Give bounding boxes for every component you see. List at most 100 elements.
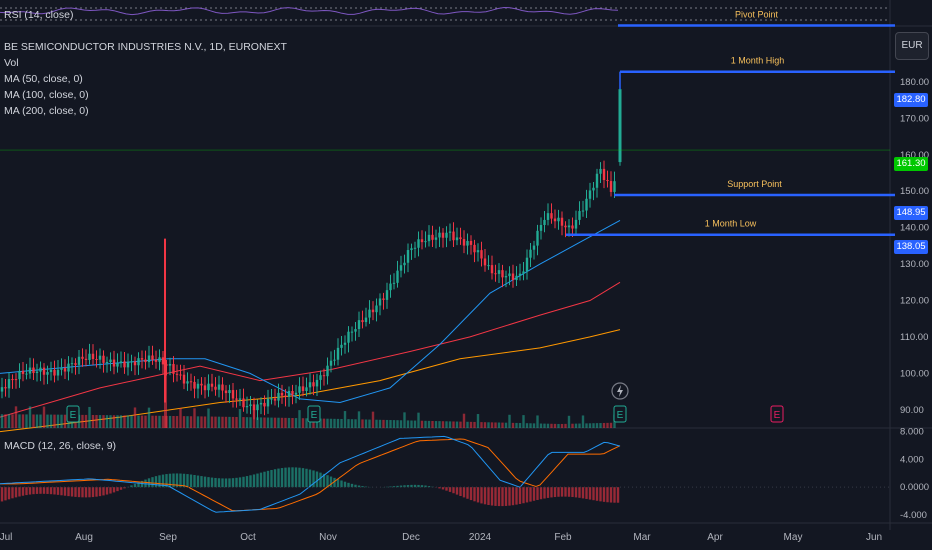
macd-histogram-bar [189,474,193,488]
candle-body [315,379,319,387]
ma200-legend[interactable]: MA (200, close, 0) [4,105,89,117]
price-tick-label: 110.00 [900,332,928,343]
candle-body [182,374,186,384]
volume-bar [200,416,203,428]
volume-bar [602,422,606,428]
volume-bar [256,417,259,428]
ma50-legend[interactable]: MA (50, close, 0) [4,73,83,85]
candle-body [609,181,613,192]
price-tick-label: 170.00 [900,113,929,124]
volume-bar [550,423,553,428]
macd-histogram-bar [42,487,46,494]
candle-body [14,379,18,381]
candle-body [273,398,277,401]
candle-body [119,361,123,364]
candle-body [578,211,581,220]
macd-histogram-bar [578,487,581,498]
volume-bar [382,419,385,428]
volume-bar [487,422,490,428]
macd-histogram-bar [60,487,63,496]
macd-tick-label: 4.000 [900,454,924,465]
macd-histogram-bar [98,487,102,497]
candle-body [438,232,441,238]
macd-legend[interactable]: MACD (12, 26, close, 9) [4,440,117,452]
candle-body [112,359,116,367]
ma100-line [0,281,621,418]
volume-bar [105,415,109,428]
rsi-legend[interactable]: RSI (14, close) [4,9,74,21]
macd-tick-label: 0.0000 [900,482,929,493]
volume-bar [553,423,557,428]
earnings-marker[interactable]: E [307,405,321,423]
macd-histogram-bar [312,470,315,488]
volume-bar [361,419,364,428]
candle-body [581,210,585,212]
candle-body [56,369,60,376]
macd-histogram-bar [137,482,140,488]
volume-bar [557,423,560,428]
candle-body [319,375,322,380]
volume-bar [459,421,462,428]
vol-legend[interactable]: Vol [4,57,19,69]
volume-bar [273,417,277,428]
volume-bar [126,415,130,428]
volume-bar [88,406,91,428]
volume-bar [18,414,21,428]
macd-histogram-bar [95,487,98,497]
volume-bar [410,420,413,428]
candle-body [567,225,571,228]
macd-histogram-bar [455,487,459,495]
candle-body [501,270,504,278]
earnings-marker[interactable]: E [770,405,784,423]
macd-histogram-bar [364,486,368,488]
macd-histogram-bar [280,468,284,488]
macd-histogram-bar [102,487,105,496]
macd-histogram-bar [585,487,588,499]
volume-bar [168,415,172,428]
ma100-legend[interactable]: MA (100, close, 0) [4,89,89,101]
macd-histogram-bar [529,487,532,502]
volume-bar [42,406,46,428]
macd-histogram-bar [74,487,77,497]
volume-bar [175,416,179,428]
volume-bar [371,411,375,428]
macd-histogram-bar [161,474,165,488]
macd-histogram-bar [245,476,249,488]
volume-bar [144,415,147,428]
candle-body [494,273,497,275]
main-title[interactable]: BE SEMICONDUCTOR INDUSTRIES N.V., 1D, EU… [4,41,287,53]
macd-histogram-bar [581,487,585,499]
time-tick-label: May [784,532,803,543]
candle-body [515,275,518,281]
candle-body [326,365,329,377]
macd-histogram-bar [392,486,396,488]
macd-histogram-bar [592,487,595,501]
candle-body [588,190,592,199]
volume-bar [413,420,417,428]
candle-body [557,217,560,222]
earnings-marker[interactable]: E [613,405,627,423]
candle-body [301,386,305,391]
candle-body [193,381,196,389]
volume-bar [441,421,445,428]
candle-body [445,232,448,238]
candle-body [595,173,599,188]
volume-bar [560,423,564,428]
time-tick-label: Dec [402,532,420,543]
macd-histogram-bar [11,487,14,499]
macd-histogram-bar [151,477,154,488]
macd-histogram-bar [389,486,392,488]
macd-histogram-bar [340,480,343,488]
candle-body [102,355,105,363]
currency-button[interactable]: EUR [895,32,929,60]
macd-histogram-bar [525,487,529,503]
volume-bar [322,418,326,428]
level-label-pivot-point: Pivot Point [735,9,779,19]
candle-body [385,290,389,300]
time-tick-label: Nov [319,532,337,543]
candle-body [497,270,501,274]
earnings-marker[interactable]: E [66,405,80,423]
candle-body [277,392,280,401]
macd-histogram-bar [63,487,67,496]
